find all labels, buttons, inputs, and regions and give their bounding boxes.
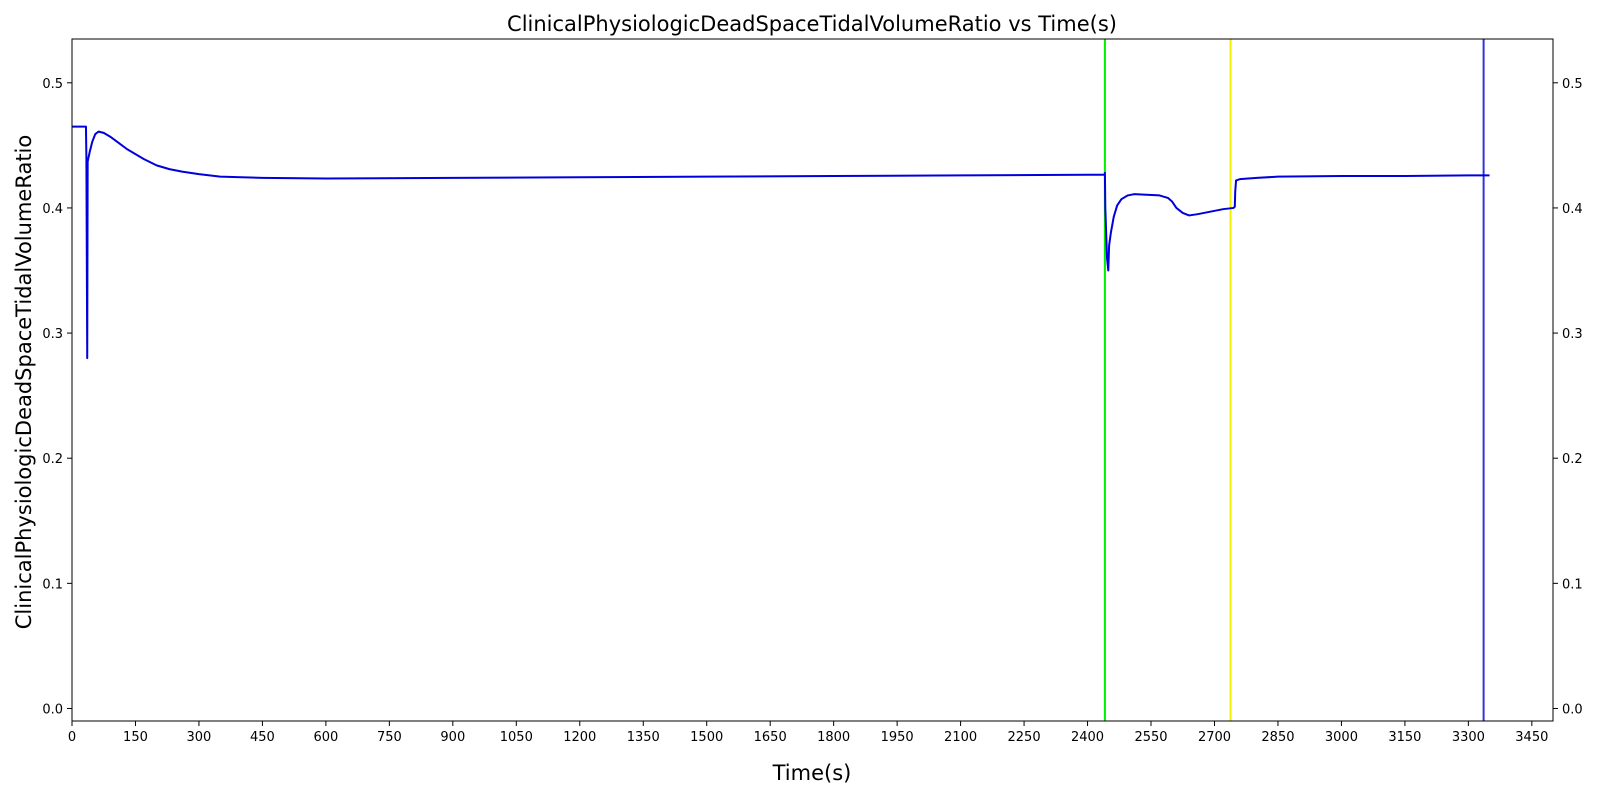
chart-title: ClinicalPhysiologicDeadSpaceTidalVolumeR…: [507, 12, 1117, 36]
x-tick-label: 1200: [563, 730, 596, 745]
x-tick-label: 2400: [1071, 730, 1104, 745]
x-tick-label: 1350: [627, 730, 660, 745]
y-right-tick-label: 0.0: [1562, 702, 1583, 717]
x-tick-label: 3450: [1515, 730, 1548, 745]
plot-frame: [71, 38, 1554, 722]
x-tick-label: 1500: [690, 730, 723, 745]
x-tick-label: 3150: [1388, 730, 1421, 745]
x-tick-label: 900: [440, 730, 465, 745]
y-axis-left: 0.0 0.1 0.2 0.3 0.4 0.5: [42, 77, 72, 717]
x-tick-label: 2550: [1134, 730, 1167, 745]
y-tick-label: 0.2: [42, 452, 63, 467]
y-right-tick-label: 0.5: [1562, 77, 1583, 92]
y-right-tick-label: 0.3: [1562, 327, 1583, 342]
x-tick-label: 750: [377, 730, 402, 745]
series-layer: [72, 125, 1490, 360]
x-tick-label: 300: [187, 730, 212, 745]
x-tick-label: 150: [123, 730, 148, 745]
x-tick-label: 1800: [817, 730, 850, 745]
x-tick-label: 2850: [1261, 730, 1294, 745]
vertical-event-lines: [1103, 39, 1485, 721]
x-tick-label: 3300: [1452, 730, 1485, 745]
x-tick-label: 1650: [754, 730, 787, 745]
y-right-tick-label: 0.1: [1562, 577, 1583, 592]
x-tick-label: 2100: [944, 730, 977, 745]
y-tick-label: 0.0: [42, 702, 63, 717]
y-right-tick-label: 0.2: [1562, 452, 1583, 467]
x-tick-label: 1950: [881, 730, 914, 745]
x-tick-label: 450: [250, 730, 275, 745]
x-tick-label: 3000: [1325, 730, 1358, 745]
x-tick-label: 600: [313, 730, 338, 745]
x-axis-label: Time(s): [772, 761, 852, 785]
x-tick-label: 0: [68, 730, 76, 745]
x-axis: 0 150 300 450 600 750 900 1050 1200 1350 1500 1650 1…: [68, 721, 1548, 745]
series-line: [72, 125, 1490, 360]
y-tick-label: 0.4: [42, 202, 63, 217]
y-axis-right: 0.0 0.1 0.2 0.3 0.4 0.5: [1553, 77, 1583, 717]
y-axis-label: ClinicalPhysiologicDeadSpaceTidalVolumeR…: [12, 135, 36, 630]
x-tick-label: 1050: [500, 730, 533, 745]
x-tick-label: 2250: [1008, 730, 1041, 745]
y-tick-label: 0.5: [42, 77, 63, 92]
y-right-tick-label: 0.4: [1562, 202, 1583, 217]
x-tick-label: 2700: [1198, 730, 1231, 745]
y-tick-label: 0.3: [42, 327, 63, 342]
y-tick-label: 0.1: [42, 577, 63, 592]
